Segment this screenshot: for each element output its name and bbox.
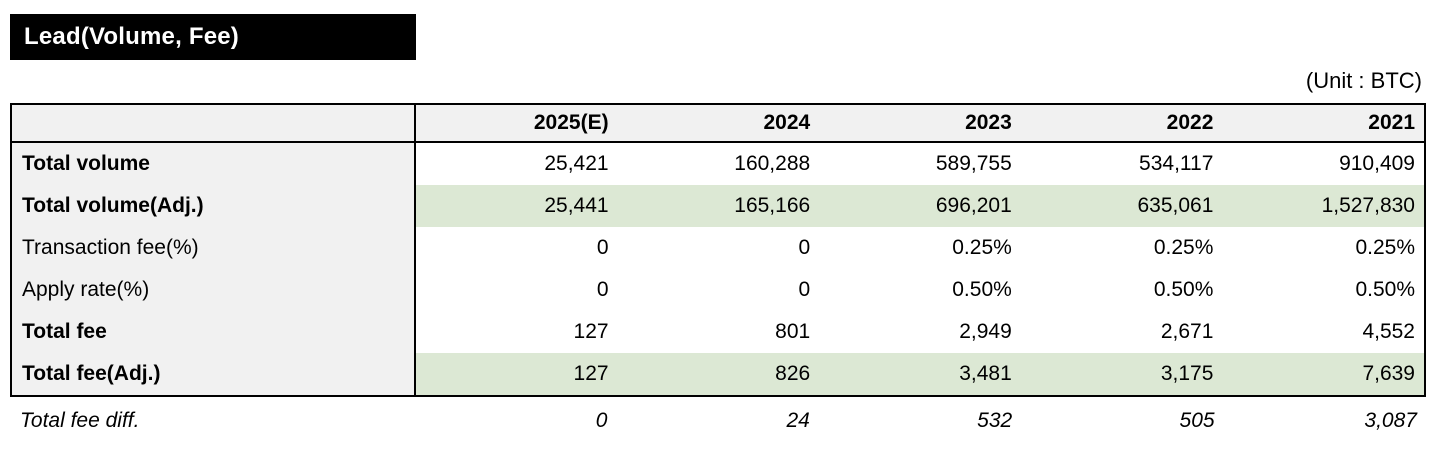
table-cell: 25,441: [416, 185, 618, 227]
report-page: Lead(Volume, Fee) (Unit : BTC) 2025(E) 2…: [0, 14, 1448, 444]
table-cell: 0.25%: [1153, 236, 1214, 259]
row-label-total-fee: Total fee: [12, 311, 416, 353]
row-label-total-volume-adj: Total volume(Adj.): [12, 185, 416, 227]
data-table: 2025(E) 2024 2023 2022 2021 Total volume…: [10, 103, 1426, 397]
header-cell-2024: 2024: [617, 105, 820, 143]
table-cell: 635,061: [1020, 185, 1223, 227]
row-label-total-fee-adj: Total fee(Adj.): [12, 353, 416, 395]
header-cell-2025e: 2025(E): [416, 105, 618, 143]
table-cell: 0.50%: [1153, 278, 1214, 301]
table-cell: 696,201: [819, 185, 1021, 227]
table-cell: 0.50%: [1355, 278, 1415, 301]
table-cell: 3,087: [1364, 408, 1417, 432]
table-cell: 505: [1179, 408, 1215, 432]
footer-row-total-fee-diff: Total fee diff. 0 24 532 505 3,087: [10, 397, 1426, 444]
table-cell: 532: [977, 408, 1013, 432]
table-cell: 534,117: [1139, 152, 1214, 175]
table-cell: 2,671: [1160, 320, 1214, 343]
table-cell: 910,409: [1339, 152, 1415, 175]
header-cell-2021: 2021: [1222, 105, 1424, 143]
table-cell: 0: [596, 236, 609, 259]
table-cell: 3,175: [1020, 353, 1223, 395]
table-cell: 801: [775, 320, 811, 343]
row-label-total-volume: Total volume: [12, 143, 416, 185]
table-cell: 0: [595, 408, 608, 432]
header-cell-2022: 2022: [1020, 105, 1223, 143]
title-banner: Lead(Volume, Fee): [10, 14, 416, 60]
table-cell: 4,552: [1362, 320, 1415, 343]
table-cell: 7,639: [1222, 353, 1424, 395]
table-cell: 1,527,830: [1222, 185, 1424, 227]
table-cell: 0: [798, 236, 811, 259]
table-cell: 2,949: [959, 320, 1012, 343]
table-cell: 0.50%: [952, 278, 1012, 301]
table-cell: 0: [798, 278, 811, 301]
table-cell: 165,166: [617, 185, 820, 227]
table-cell: 127: [416, 353, 618, 395]
table-cell: 0: [596, 278, 609, 301]
header-cell-empty: [12, 105, 416, 143]
page-title: Lead(Volume, Fee): [24, 23, 239, 50]
unit-label: (Unit : BTC): [1305, 68, 1422, 93]
table-cell: 826: [617, 353, 820, 395]
header-cell-2023: 2023: [819, 105, 1021, 143]
table-cell: 0.25%: [1355, 236, 1415, 259]
table-cell: 127: [573, 320, 609, 343]
row-label-transaction-fee: Transaction fee(%): [12, 227, 416, 269]
row-label-total-fee-diff: Total fee diff.: [20, 408, 140, 432]
table-cell: 589,755: [935, 152, 1012, 175]
table-cell: 0.25%: [952, 236, 1012, 259]
row-label-apply-rate: Apply rate(%): [12, 269, 416, 311]
table-cell: 24: [786, 408, 810, 432]
table-cell: 3,481: [819, 353, 1021, 395]
table-cell: 160,288: [734, 152, 811, 175]
table-cell: 25,421: [544, 152, 609, 175]
